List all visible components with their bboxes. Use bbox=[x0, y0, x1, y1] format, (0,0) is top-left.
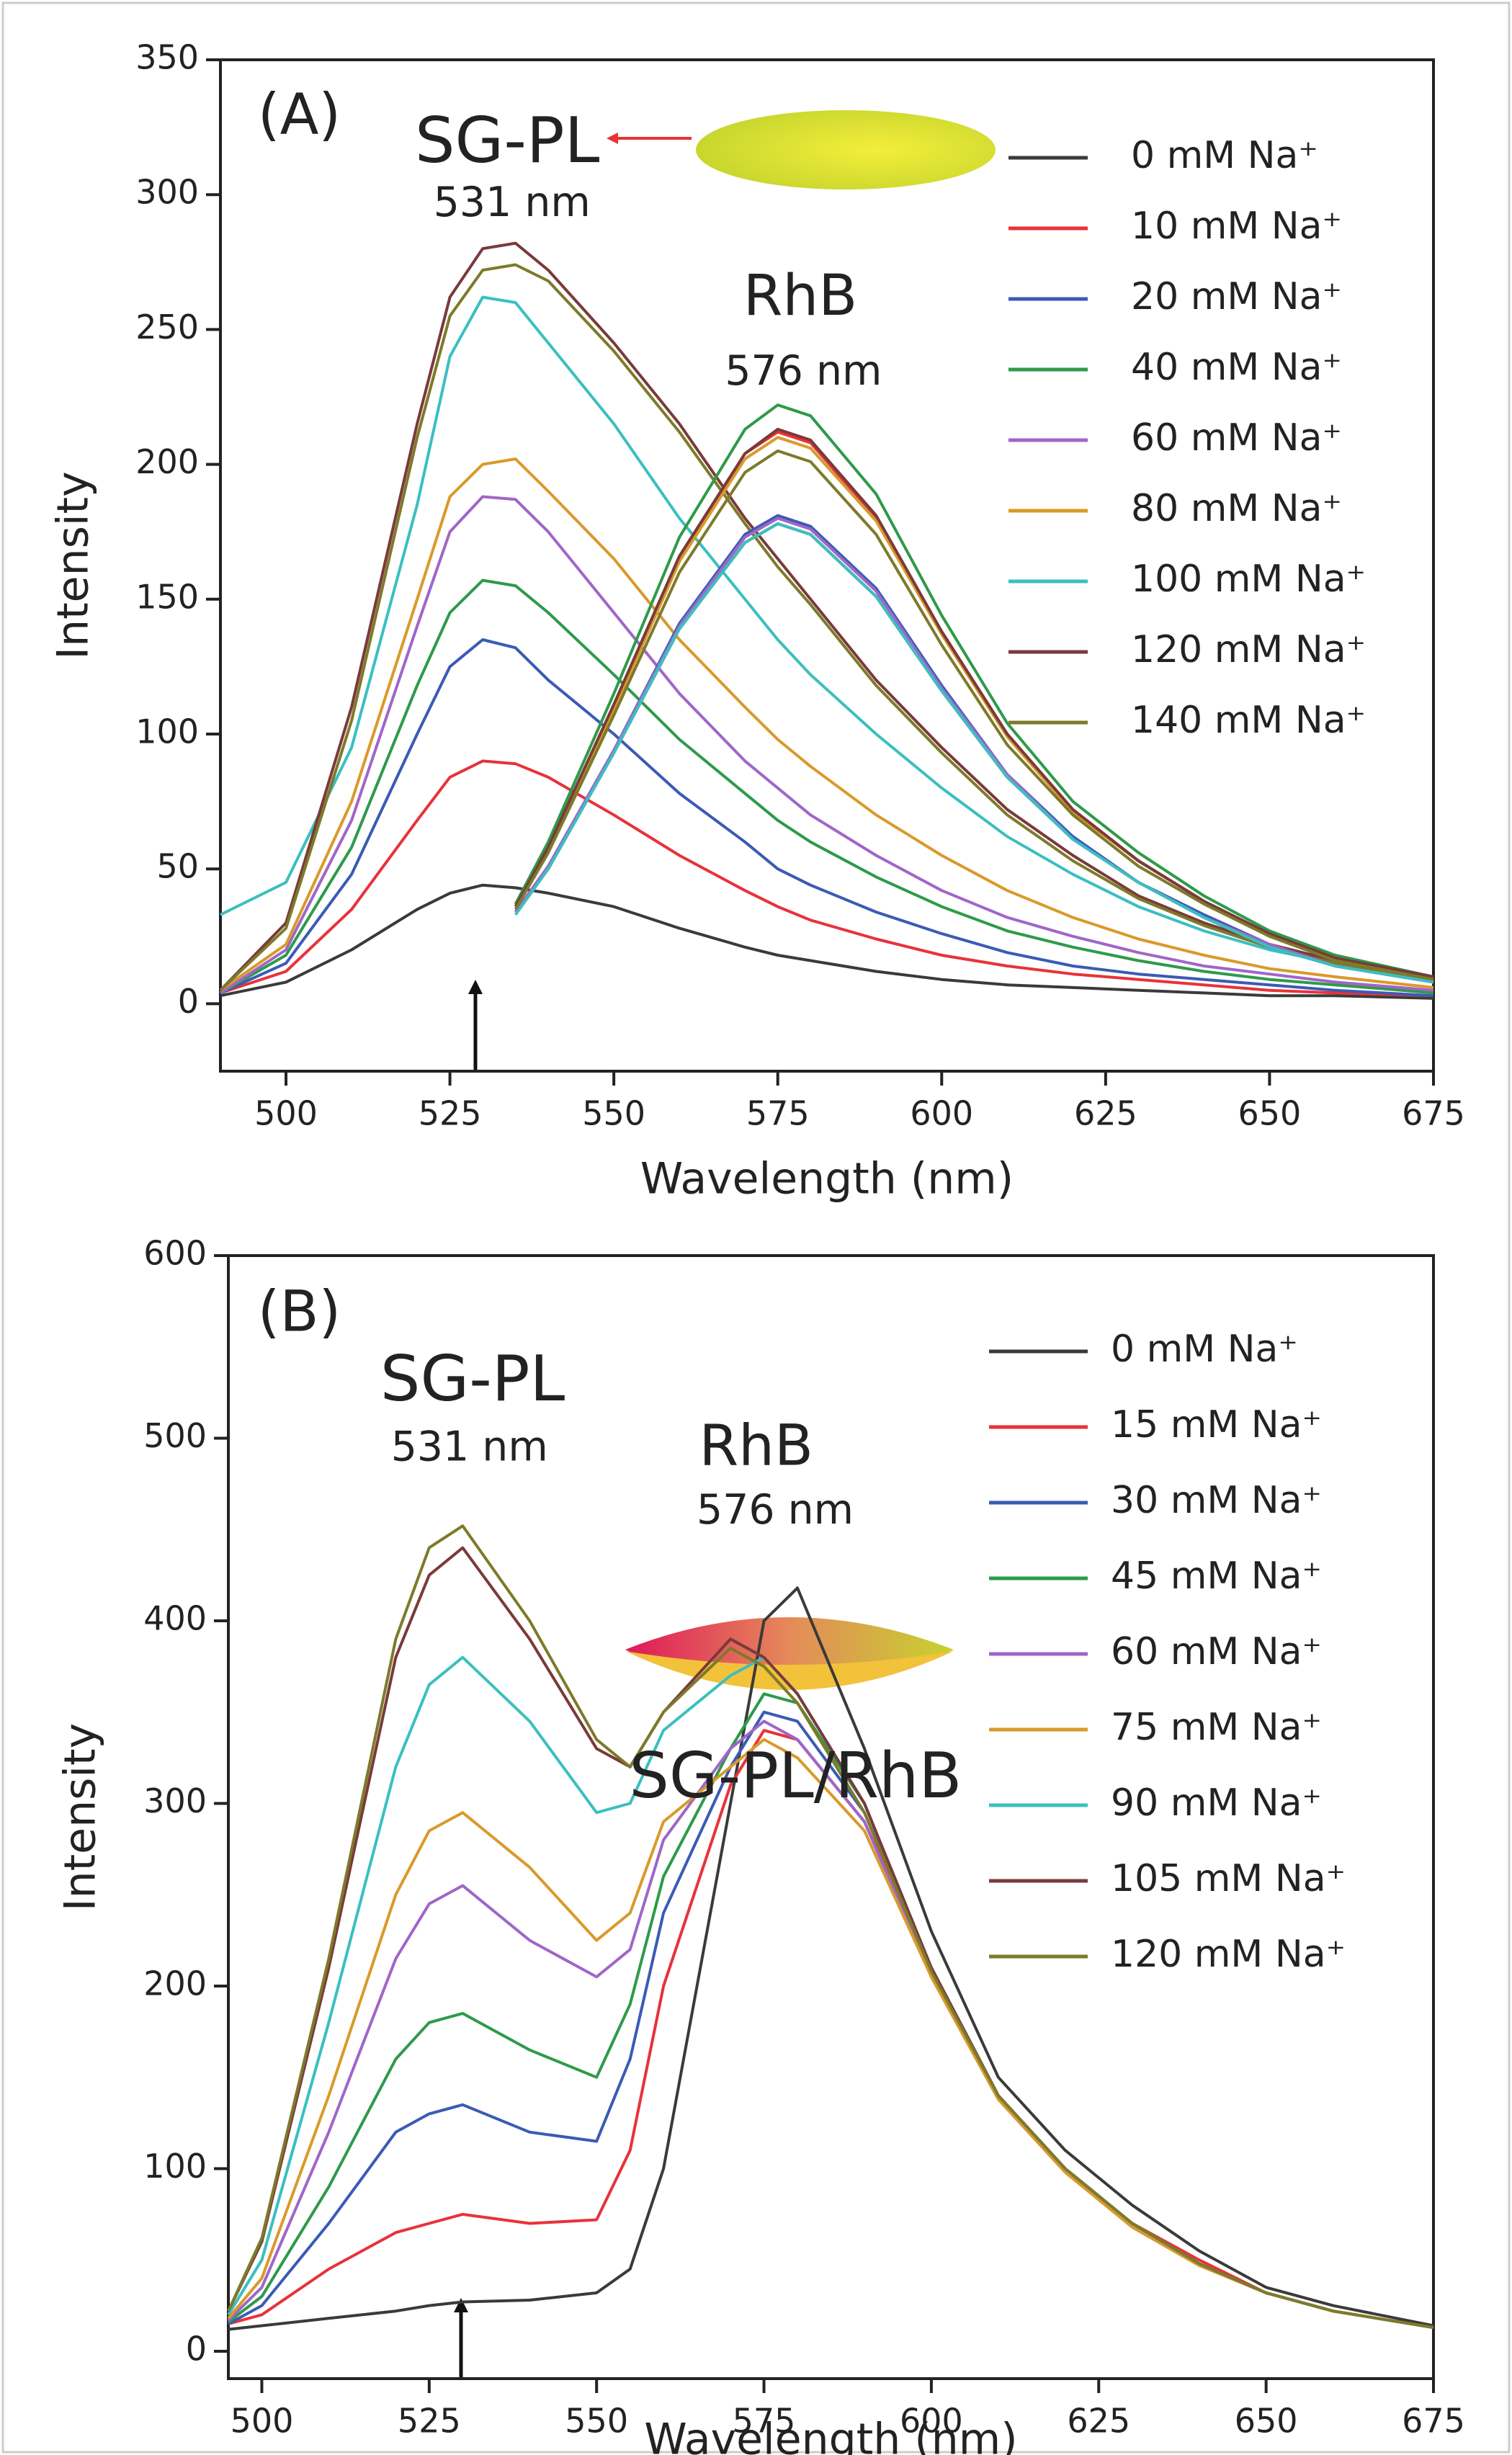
x-tick-label: 625 bbox=[1067, 2402, 1130, 2441]
series-line bbox=[228, 1586, 1434, 2331]
x-tick-label: 600 bbox=[910, 1094, 973, 1133]
legend-label: 140 mM Na⁺ bbox=[1131, 699, 1366, 742]
series-line bbox=[219, 241, 1434, 992]
series-line bbox=[220, 638, 1434, 998]
annotation: 531 nm bbox=[434, 179, 591, 226]
y-tick-label: 300 bbox=[143, 1781, 207, 1820]
y-tick-label: 250 bbox=[135, 308, 199, 346]
y-tick-label: 350 bbox=[135, 38, 199, 77]
y-axis-label: Intensity bbox=[48, 471, 99, 659]
x-tick-label: 500 bbox=[254, 1094, 318, 1133]
legend-label: 40 mM Na⁺ bbox=[1131, 346, 1342, 389]
x-tick-label: 675 bbox=[1402, 2402, 1465, 2441]
legend-label: 0 mM Na⁺ bbox=[1131, 134, 1318, 177]
x-tick-label: 625 bbox=[1074, 1094, 1137, 1133]
annotation: 576 nm bbox=[725, 347, 882, 395]
legend-label: 120 mM Na⁺ bbox=[1111, 1933, 1346, 1976]
legend-label: 100 mM Na⁺ bbox=[1131, 558, 1366, 601]
legend-label: 75 mM Na⁺ bbox=[1111, 1706, 1322, 1749]
legend-label: 15 mM Na⁺ bbox=[1111, 1403, 1322, 1446]
legend-label: 120 mM Na⁺ bbox=[1131, 628, 1366, 671]
series-line bbox=[514, 427, 1434, 978]
legend-label: 30 mM Na⁺ bbox=[1111, 1479, 1322, 1522]
y-tick-label: 400 bbox=[143, 1598, 207, 1637]
x-tick-label: 550 bbox=[582, 1094, 645, 1133]
series-line bbox=[514, 449, 1434, 981]
y-tick-label: 100 bbox=[135, 712, 199, 751]
legend-label: 45 mM Na⁺ bbox=[1111, 1555, 1322, 1598]
annotation: (A) bbox=[258, 81, 341, 147]
series-line bbox=[219, 263, 1434, 992]
y-tick-label: 100 bbox=[143, 2147, 207, 2186]
plot-frame bbox=[219, 58, 1435, 1073]
annotation: SG-PL bbox=[415, 104, 600, 177]
legend-label: 60 mM Na⁺ bbox=[1131, 416, 1342, 460]
x-axis-label: Wavelength (nm) bbox=[644, 2415, 1017, 2455]
x-tick-label: 575 bbox=[733, 2402, 796, 2441]
y-tick-label: 200 bbox=[143, 1964, 207, 2003]
annotation: RhB bbox=[699, 1413, 813, 1479]
annotation: SG-PL/RhB bbox=[629, 1739, 962, 1812]
y-tick-label: 600 bbox=[143, 1234, 207, 1273]
x-tick-label: 650 bbox=[1238, 1094, 1302, 1133]
y-tick-label: 150 bbox=[135, 577, 199, 616]
legend-label: 60 mM Na⁺ bbox=[1111, 1630, 1322, 1673]
series-line bbox=[219, 495, 1434, 995]
annotation: RhB bbox=[743, 262, 858, 328]
y-tick-label: 50 bbox=[156, 847, 199, 886]
series-line bbox=[220, 759, 1434, 998]
y-tick-label: 0 bbox=[178, 982, 199, 1021]
series-line bbox=[227, 1524, 1434, 2329]
legend-label: 0 mM Na⁺ bbox=[1111, 1328, 1298, 1371]
sg-pl-rhb-icon-lower bbox=[625, 1651, 954, 1690]
x-tick-label: 600 bbox=[900, 2402, 963, 2441]
y-axis-label: Intensity bbox=[55, 1723, 106, 1911]
x-tick-label: 525 bbox=[419, 1094, 482, 1133]
annotation: (B) bbox=[258, 1279, 341, 1345]
legend-label: 80 mM Na⁺ bbox=[1131, 487, 1342, 530]
x-tick-label: 575 bbox=[746, 1094, 810, 1133]
series-line bbox=[220, 883, 1434, 1000]
series-line bbox=[514, 403, 1434, 978]
series-line bbox=[220, 295, 1434, 981]
legend-label: 10 mM Na⁺ bbox=[1131, 205, 1342, 248]
y-tick-label: 300 bbox=[135, 173, 199, 212]
annotation: 531 nm bbox=[391, 1423, 548, 1471]
series-line bbox=[219, 457, 1434, 992]
series-line bbox=[228, 1729, 1434, 2329]
x-axis-label: Wavelength (nm) bbox=[640, 1154, 1014, 1204]
annotation: SG-PL bbox=[380, 1342, 565, 1416]
series-line bbox=[514, 522, 1434, 984]
y-tick-label: 500 bbox=[143, 1416, 207, 1455]
legend-label: 105 mM Na⁺ bbox=[1111, 1857, 1346, 1900]
legend-label: 20 mM Na⁺ bbox=[1131, 275, 1342, 318]
series-line bbox=[227, 1738, 1434, 2329]
y-tick-label: 0 bbox=[186, 2329, 207, 2368]
x-tick-label: 500 bbox=[231, 2402, 294, 2441]
annotation: 576 nm bbox=[697, 1486, 854, 1534]
x-tick-label: 525 bbox=[398, 2402, 461, 2441]
sg-pl-icon bbox=[696, 110, 996, 189]
x-tick-label: 675 bbox=[1402, 1094, 1465, 1133]
y-tick-label: 200 bbox=[135, 442, 199, 481]
x-tick-label: 650 bbox=[1235, 2402, 1298, 2441]
x-tick-label: 550 bbox=[565, 2402, 628, 2441]
legend-label: 90 mM Na⁺ bbox=[1111, 1781, 1322, 1825]
plot-frame bbox=[227, 1254, 1435, 2380]
series-line bbox=[220, 578, 1434, 995]
